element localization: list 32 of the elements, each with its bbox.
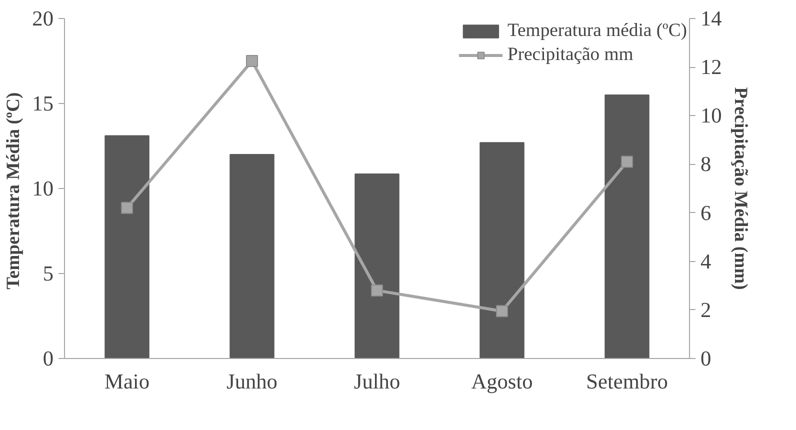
y2-tick-label: 10 xyxy=(700,104,722,128)
x-tick-label: Maio xyxy=(104,370,150,394)
point xyxy=(371,284,383,296)
x-tick-label: Setembro xyxy=(586,370,668,394)
y-tick-label: 0 xyxy=(42,346,54,370)
y2-tick-label: 2 xyxy=(700,298,712,322)
x-tick-label: Agosto xyxy=(471,370,533,394)
y2-axis-title: Precipitação Média (mm) xyxy=(730,87,751,290)
y2-tick-label: 14 xyxy=(700,6,722,30)
point xyxy=(621,156,633,168)
y2-tick-label: 12 xyxy=(700,55,722,80)
y-tick-label: 20 xyxy=(32,6,54,30)
y2-tick-label: 6 xyxy=(700,200,712,225)
bar xyxy=(354,174,400,358)
bar xyxy=(230,154,274,358)
y2-tick-label: 4 xyxy=(700,249,712,274)
y-axis-title: Temperatura Média (ºC) xyxy=(3,92,24,290)
y-tick-label: 10 xyxy=(32,176,54,200)
point xyxy=(121,202,133,214)
y2-tick-label: 8 xyxy=(700,152,712,176)
point xyxy=(246,55,258,67)
bar xyxy=(604,94,650,358)
bar xyxy=(480,142,524,358)
point xyxy=(496,305,508,318)
y2-tick-label: 0 xyxy=(700,346,712,370)
legend-label: Precipitação mm xyxy=(507,44,634,66)
x-tick-label: Julho xyxy=(354,370,400,394)
bar xyxy=(104,135,150,358)
x-tick-label: Junho xyxy=(226,370,278,394)
y-tick-label: 15 xyxy=(32,92,54,116)
y-tick-label: 5 xyxy=(42,262,54,286)
legend-label: Temperatura média (ºC) xyxy=(507,20,687,42)
